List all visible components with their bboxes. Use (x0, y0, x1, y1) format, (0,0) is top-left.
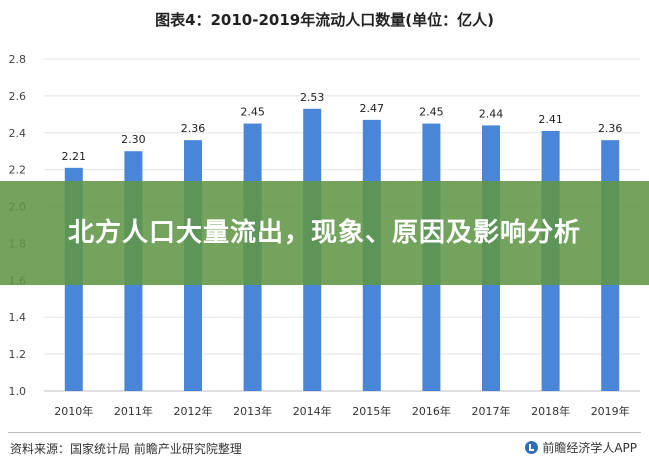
x-tick-label: 2014年 (293, 404, 332, 418)
brand[interactable]: 前瞻经济学人APP (525, 439, 637, 456)
article-title[interactable]: 北方人口大量流出，现象、原因及影响分析 (67, 218, 581, 248)
x-tick-label: 2015年 (352, 404, 391, 418)
x-tick-label: 2010年 (54, 404, 93, 418)
x-tick-label: 2017年 (472, 404, 511, 418)
x-tick-label: 2016年 (412, 404, 451, 418)
x-tick-label: 2011年 (114, 404, 153, 418)
data-label: 2.45 (240, 106, 265, 119)
y-tick-label: 2.4 (9, 127, 27, 140)
x-tick-label: 2019年 (591, 404, 630, 418)
y-tick-label: 1.2 (9, 348, 27, 361)
brand-logo-icon (525, 441, 539, 454)
overlay-banner: 北方人口大量流出，现象、原因及影响分析 (0, 181, 649, 285)
data-label: 2.36 (181, 122, 206, 135)
data-label: 2.44 (479, 107, 504, 120)
y-tick-label: 1.0 (9, 385, 27, 398)
data-label: 2.41 (538, 113, 563, 126)
x-tick-label: 2018年 (531, 404, 570, 418)
brand-label: 前瞻经济学人APP (542, 441, 637, 455)
data-label: 2.21 (62, 150, 87, 163)
x-axis-ticks: 2010年 2011年 2012年 2013年 2014年 2015年 2016年 2017年… (54, 404, 629, 418)
data-label: 2.53 (300, 91, 325, 104)
y-tick-label: 1.4 (9, 311, 27, 324)
data-label: 2.30 (121, 133, 146, 146)
data-label: 2.36 (598, 122, 623, 135)
y-tick-label: 2.8 (9, 53, 27, 66)
data-label: 2.45 (419, 106, 444, 119)
x-tick-label: 2012年 (174, 404, 213, 418)
data-label: 2.47 (360, 102, 385, 115)
x-tick-label: 2013年 (233, 404, 272, 418)
y-tick-label: 2.6 (9, 90, 27, 103)
source-text: 资料来源：国家统计局 前瞻产业研究院整理 (10, 442, 242, 456)
chart-title: 图表4：2010-2019年流动人口数量(单位：亿人) (155, 11, 494, 29)
footer-divider (8, 432, 641, 433)
y-tick-label: 2.2 (9, 164, 27, 177)
data-labels: 2.21 2.30 2.36 2.45 2.53 2.47 2.45 2.44 2.41 2.36 (62, 91, 623, 163)
